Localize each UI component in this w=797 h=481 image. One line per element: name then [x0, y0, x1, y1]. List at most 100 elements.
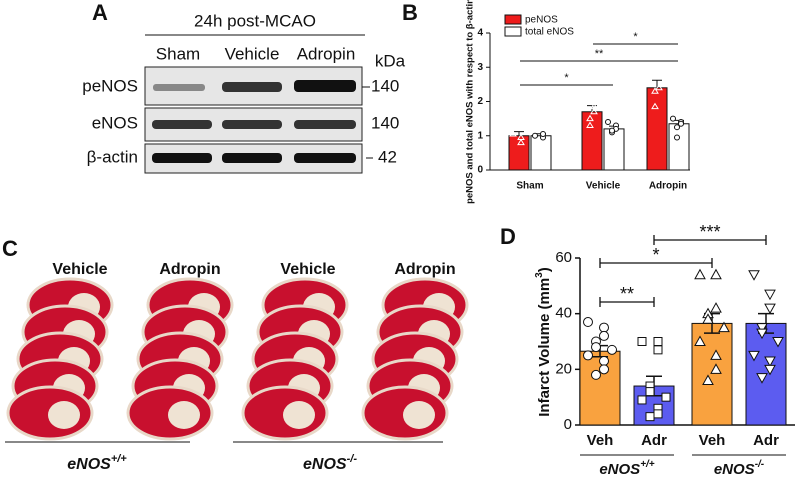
- point: [599, 364, 609, 375]
- bar: [530, 135, 552, 171]
- bar: [603, 128, 625, 171]
- lane-label: Vehicle: [225, 44, 280, 63]
- lane-label: Adropin: [297, 44, 356, 63]
- point: [756, 373, 768, 384]
- bar: [668, 123, 690, 171]
- point: [756, 328, 768, 340]
- point: [605, 119, 611, 126]
- x-tick-label: Veh: [587, 432, 614, 449]
- y-tick-label: 40: [555, 305, 572, 322]
- group-label: eNOS-/-: [714, 459, 765, 478]
- y-tick-label: 20: [555, 360, 572, 377]
- row-label: peNOS: [82, 76, 138, 95]
- point: [694, 268, 706, 280]
- point: [655, 71, 663, 79]
- point: [710, 302, 722, 313]
- point: [540, 131, 546, 138]
- treatment-label: Vehicle: [280, 261, 335, 278]
- size-label: 42: [378, 147, 397, 166]
- legend-label: peNOS: [525, 15, 558, 26]
- point: [748, 270, 760, 281]
- point: [694, 335, 706, 346]
- bar: [691, 322, 733, 426]
- x-tick-label: Sham: [516, 181, 543, 192]
- legend-swatch: [504, 26, 522, 37]
- y-label-part: Infarct Volume (mm: [536, 278, 553, 417]
- y-tick-label: 2: [477, 96, 483, 107]
- row-label: β-actin: [87, 147, 138, 166]
- point: [647, 63, 655, 70]
- x-tick-label: Adr: [641, 432, 667, 449]
- point: [637, 395, 647, 405]
- point: [607, 344, 617, 355]
- point: [653, 345, 663, 355]
- panel-letter: C: [2, 236, 18, 261]
- point: [517, 138, 525, 146]
- group-sup: +/+: [640, 459, 655, 470]
- size-label: 140: [371, 113, 399, 132]
- point: [591, 369, 601, 380]
- point: [748, 350, 760, 362]
- legend-swatch: [504, 14, 522, 25]
- panel-letter: B: [402, 0, 418, 25]
- point: [590, 107, 598, 115]
- error-bar: [514, 131, 524, 136]
- y-label-part: 3: [534, 272, 545, 278]
- slice-core: [168, 401, 200, 429]
- point: [718, 321, 730, 333]
- x-tick-label: Adropin: [649, 181, 687, 192]
- slice-core: [48, 401, 80, 429]
- point: [674, 124, 680, 131]
- point: [655, 83, 663, 91]
- brain-slices: [6, 277, 469, 441]
- point: [678, 120, 684, 127]
- x-tick-label: Adr: [753, 432, 779, 449]
- y-tick-label: 60: [555, 249, 572, 266]
- row-label: eNOS: [92, 113, 138, 132]
- unit: kDa: [375, 51, 406, 70]
- sig-line: [653, 235, 767, 245]
- x-tick-label: Vehicle: [586, 181, 621, 192]
- point: [764, 289, 776, 301]
- point: [586, 114, 594, 122]
- error-bar: [652, 79, 662, 88]
- point: [609, 127, 615, 134]
- point: [764, 356, 776, 368]
- sig-label: **: [595, 48, 604, 60]
- sig-label: *: [564, 72, 569, 84]
- y-axis-label: Infarct Volume (mm3): [534, 267, 553, 416]
- point: [645, 387, 655, 397]
- point: [583, 350, 593, 361]
- point: [772, 337, 784, 348]
- bar: [508, 135, 530, 171]
- y-tick-label: 3: [477, 62, 483, 73]
- panel-letter: D: [500, 224, 516, 249]
- slice-core: [403, 401, 435, 429]
- sig-label: ***: [699, 222, 720, 242]
- point: [710, 268, 722, 280]
- point: [702, 313, 714, 324]
- point: [710, 363, 722, 374]
- sig-label: *: [633, 31, 638, 43]
- condition: 24h post-MCAO: [194, 11, 316, 30]
- x-tick-label: Veh: [699, 432, 726, 449]
- legend-label: total eNOS: [525, 27, 574, 38]
- blots: [144, 66, 363, 174]
- slice-core: [283, 401, 315, 429]
- point: [591, 342, 601, 353]
- group-base: eNOS: [599, 461, 640, 478]
- y-axis-label: peNOS and total eNOS with respect to β-a…: [465, 0, 476, 204]
- panel-letter: A: [92, 0, 108, 25]
- group-label: eNOS+/+: [599, 459, 654, 478]
- point: [532, 132, 538, 139]
- point: [756, 323, 768, 334]
- point: [509, 130, 517, 137]
- sig-label: *: [652, 245, 659, 265]
- y-tick-label: 0: [477, 165, 483, 176]
- genotype: eNOS+/+: [67, 453, 127, 473]
- bar: [646, 87, 668, 171]
- y-tick-label: 4: [477, 28, 483, 39]
- group-sup: -/-: [755, 459, 765, 470]
- point: [674, 134, 680, 141]
